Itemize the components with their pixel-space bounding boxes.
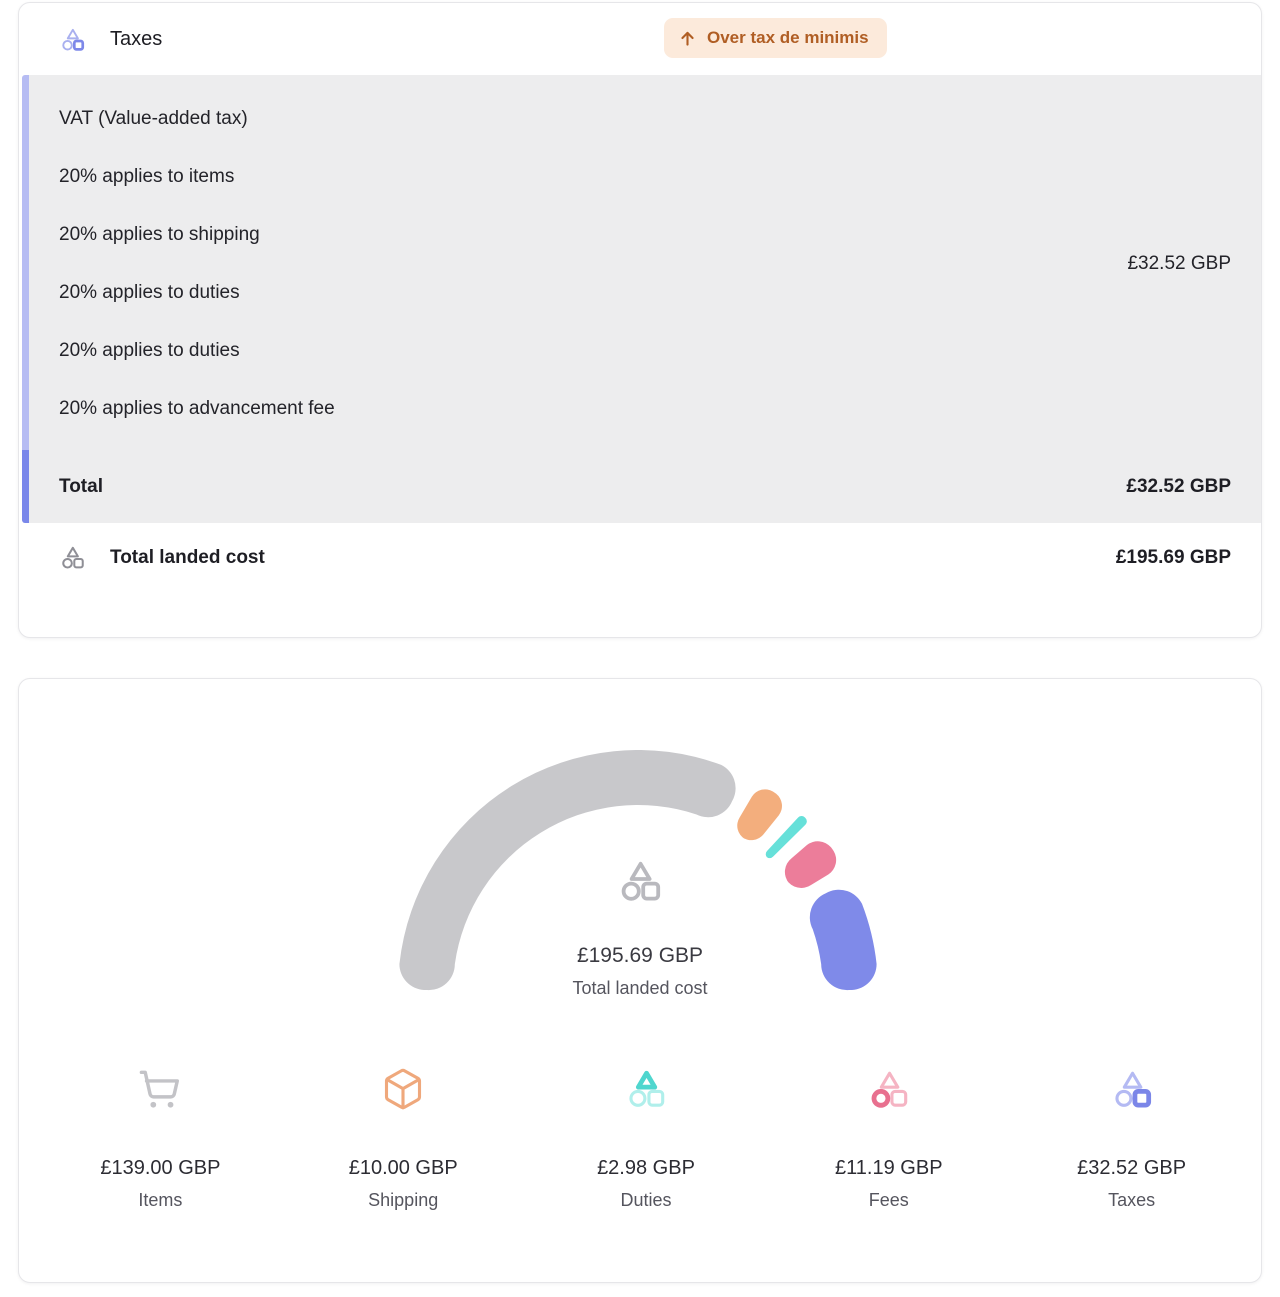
taxes-card: Taxes Over tax de minimis VAT (Value-add… bbox=[18, 2, 1262, 638]
legend-label: Fees bbox=[868, 1190, 909, 1210]
accent-bar-dark bbox=[22, 450, 29, 523]
legend-amount: £2.98 GBP bbox=[597, 1157, 695, 1179]
vat-detail-line: 20% applies to shipping bbox=[59, 224, 260, 245]
landed-cost-gauge-chart bbox=[399, 749, 877, 991]
cart-icon bbox=[39, 1065, 282, 1113]
legend-item-taxes: £32.52 GBP Taxes bbox=[1010, 1065, 1253, 1212]
legend-amount: £11.19 GBP bbox=[835, 1157, 943, 1179]
taxes-card-title: Taxes bbox=[110, 27, 163, 50]
legend-label: Duties bbox=[620, 1190, 672, 1210]
legend-label: Shipping bbox=[368, 1190, 439, 1210]
vat-detail-line: 20% applies to advancement fee bbox=[59, 398, 335, 419]
vat-detail-lines: VAT (Value-added tax) 20% applies to item… bbox=[59, 90, 335, 438]
duties-shapes-icon bbox=[525, 1065, 768, 1113]
tax-total-label: Total bbox=[59, 475, 103, 497]
legend-item-items: £139.00 GBP Items bbox=[39, 1065, 282, 1212]
vat-amount: £32.52 GBP bbox=[1127, 253, 1231, 274]
legend-amount: £139.00 GBP bbox=[100, 1157, 221, 1179]
tax-total-row: Total £32.52 GBP bbox=[22, 450, 1261, 523]
gauge-center-amount: £195.69 GBP bbox=[576, 944, 704, 967]
gauge-center-label: Total landed cost bbox=[572, 978, 708, 998]
gauge-segment-taxes bbox=[809, 889, 877, 991]
vat-detail-line: 20% applies to duties bbox=[59, 340, 240, 361]
legend-label: Items bbox=[138, 1190, 183, 1210]
legend-item-duties: £2.98 GBP Duties bbox=[525, 1065, 768, 1212]
taxes-shapes-icon bbox=[1010, 1065, 1253, 1113]
gauge-segment-fees bbox=[784, 841, 837, 888]
total-landed-cost-amount: £195.69 GBP bbox=[1115, 546, 1231, 568]
vat-block: VAT (Value-added tax) 20% applies to item… bbox=[22, 75, 1261, 450]
gauge-segment-shipping bbox=[737, 789, 782, 841]
total-landed-cost-label: Total landed cost bbox=[110, 546, 265, 568]
badge-label: Over tax de minimis bbox=[707, 28, 869, 47]
landed-cost-icon bbox=[19, 857, 1261, 905]
landed-cost-chart-card: £195.69 GBP Total landed cost £139.00 GB… bbox=[18, 678, 1262, 1283]
gauge-center: £195.69 GBP Total landed cost bbox=[19, 857, 1261, 1001]
legend-label: Taxes bbox=[1108, 1190, 1156, 1210]
vat-detail-line: 20% applies to items bbox=[59, 166, 235, 187]
accent-bar-light bbox=[22, 75, 29, 450]
legend-amount: £10.00 GBP bbox=[348, 1157, 458, 1179]
tax-breakdown-panel: VAT (Value-added tax) 20% applies to item… bbox=[22, 75, 1261, 523]
chart-legend: £139.00 GBP Items £10.00 GBP Shipping £2… bbox=[39, 1065, 1253, 1212]
vat-detail-line: VAT (Value-added tax) bbox=[59, 108, 248, 129]
fees-shapes-icon bbox=[767, 1065, 1010, 1113]
package-box-icon bbox=[282, 1065, 525, 1113]
vat-detail-line: 20% applies to duties bbox=[59, 282, 240, 303]
gauge-segment-items bbox=[399, 749, 736, 991]
over-tax-de-minimis-badge: Over tax de minimis bbox=[664, 18, 887, 58]
legend-item-shipping: £10.00 GBP Shipping bbox=[282, 1065, 525, 1212]
legend-item-fees: £11.19 GBP Fees bbox=[767, 1065, 1010, 1212]
taxes-card-header: Taxes Over tax de minimis bbox=[19, 3, 1261, 75]
taxes-icon bbox=[59, 26, 86, 53]
tax-total-amount: £32.52 GBP bbox=[1126, 475, 1231, 497]
total-landed-cost-row: Total landed cost £195.69 GBP bbox=[19, 523, 1261, 571]
gauge-segment-duties bbox=[765, 816, 807, 859]
landed-cost-icon bbox=[59, 544, 86, 571]
legend-amount: £32.52 GBP bbox=[1077, 1157, 1187, 1179]
arrow-up-icon bbox=[677, 28, 698, 49]
